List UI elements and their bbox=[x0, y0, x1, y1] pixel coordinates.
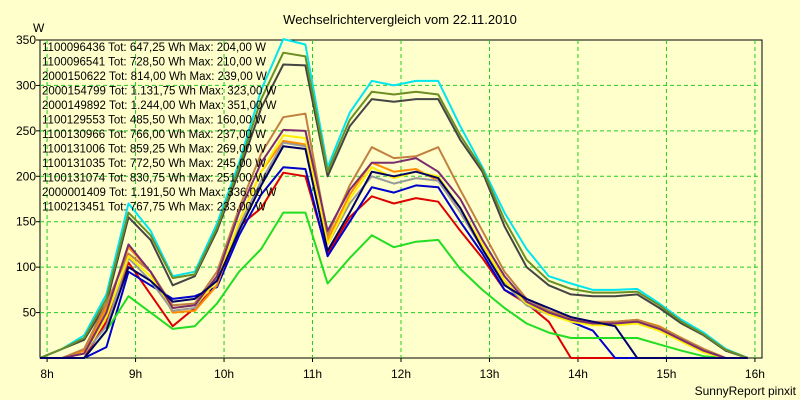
legend-entry: 2000149892 Tot: 1.244,00 Wh Max: 351,00 … bbox=[42, 100, 277, 112]
x-tick-label: 8h bbox=[40, 367, 53, 381]
series-line bbox=[40, 128, 748, 359]
legend-entry: 1100213451 Tot: 767,75 Wh Max: 233,00 W bbox=[42, 202, 266, 214]
y-tick-label: 350 bbox=[16, 33, 36, 47]
y-tick-label: 300 bbox=[16, 78, 36, 92]
x-tick-label: 11h bbox=[303, 367, 322, 381]
footer-credit: SunnyReport pinxit bbox=[695, 384, 797, 398]
y-tick-label: 50 bbox=[23, 306, 37, 320]
legend-entry: 2000150622 Tot: 814,00 Wh Max: 239,00 W bbox=[42, 71, 267, 83]
legend-entry: 1100131035 Tot: 772,50 Wh Max: 245,00 W bbox=[42, 158, 266, 170]
x-tick-label: 14h bbox=[568, 367, 588, 381]
legend-entry: 2000154799 Tot: 1.131,75 Wh Max: 323,00 … bbox=[42, 86, 277, 98]
grid bbox=[40, 40, 762, 358]
legend-entry: 1100129553 Tot: 485,50 Wh Max: 160,00 W bbox=[42, 115, 266, 127]
x-tick-label: 9h bbox=[129, 367, 142, 381]
series-line bbox=[40, 211, 748, 359]
y-tick-label: 250 bbox=[16, 124, 36, 138]
y-tick-label: 150 bbox=[16, 215, 36, 229]
series-line bbox=[39, 63, 749, 359]
legend: 1100096436 Tot: 647,25 Wh Max: 204,00 W 1… bbox=[42, 42, 277, 214]
legend-entry: 1100131006 Tot: 859,25 Wh Max: 269,00 W bbox=[42, 144, 266, 156]
legend-entry: 2000001409 Tot: 1.191,50 Wh Max: 336,00 … bbox=[42, 187, 277, 199]
series-line bbox=[39, 51, 749, 359]
y-axis: 50 100 150 200 250 300 350 bbox=[16, 33, 40, 320]
legend-entry: 1100131074 Tot: 830,75 Wh Max: 251,00 W bbox=[42, 173, 266, 185]
y-tick-label: 200 bbox=[16, 169, 36, 183]
series-lines bbox=[39, 38, 749, 359]
y-axis-label: W bbox=[33, 21, 45, 35]
x-axis: 8h 9h 10h 11h 12h 13h 14h 15h 16h bbox=[40, 358, 765, 381]
x-tick-label: 15h bbox=[656, 367, 676, 381]
chart-title: Wechselrichtervergleich vom 22.11.2010 bbox=[283, 12, 517, 27]
series-line bbox=[40, 145, 748, 359]
x-tick-label: 12h bbox=[391, 367, 411, 381]
legend-entry: 1100096541 Tot: 728,50 Wh Max: 210,00 W bbox=[42, 57, 266, 69]
series-line bbox=[39, 38, 749, 359]
y-tick-label: 100 bbox=[16, 260, 36, 274]
x-tick-label: 16h bbox=[745, 367, 765, 381]
legend-entry: 1100130966 Tot: 766,00 Wh Max: 237,00 W bbox=[42, 129, 266, 141]
x-tick-label: 13h bbox=[479, 367, 499, 381]
legend-entry: 1100096436 Tot: 647,25 Wh Max: 204,00 W bbox=[42, 42, 266, 54]
x-tick-label: 10h bbox=[214, 367, 234, 381]
